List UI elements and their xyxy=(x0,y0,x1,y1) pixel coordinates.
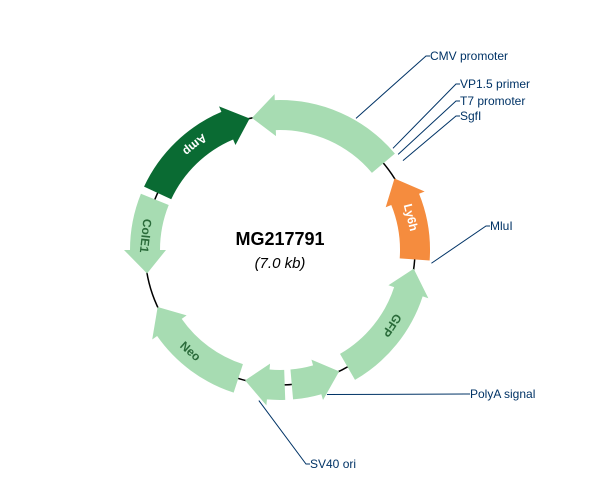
segment-polyA xyxy=(290,360,339,400)
callout-line-0 xyxy=(356,56,430,118)
callout-line-6 xyxy=(259,401,310,464)
callout-text-1: VP1.5 primer xyxy=(460,77,530,91)
callout-text-5: PolyA signal xyxy=(470,387,535,401)
plasmid-map: Ly6hGFPNeoColE1AmpCMV promoterVP1.5 prim… xyxy=(0,0,600,504)
callout-text-4: MluI xyxy=(490,219,513,233)
callout-text-2: T7 promoter xyxy=(460,94,525,108)
plasmid-size: (7.0 kb) xyxy=(255,255,306,272)
plasmid-name: MG217791 xyxy=(235,229,324,249)
callout-line-1 xyxy=(393,84,460,148)
callout-line-4 xyxy=(431,226,490,263)
callout-text-6: SV40 ori xyxy=(310,457,356,471)
callout-text-3: SgfI xyxy=(460,109,481,123)
callout-line-5 xyxy=(327,394,470,395)
callout-text-0: CMV promoter xyxy=(430,49,508,63)
segment-sv40 xyxy=(245,364,285,406)
callout-line-3 xyxy=(403,116,460,161)
segment-cmv xyxy=(252,94,395,173)
callout-line-2 xyxy=(398,101,460,154)
